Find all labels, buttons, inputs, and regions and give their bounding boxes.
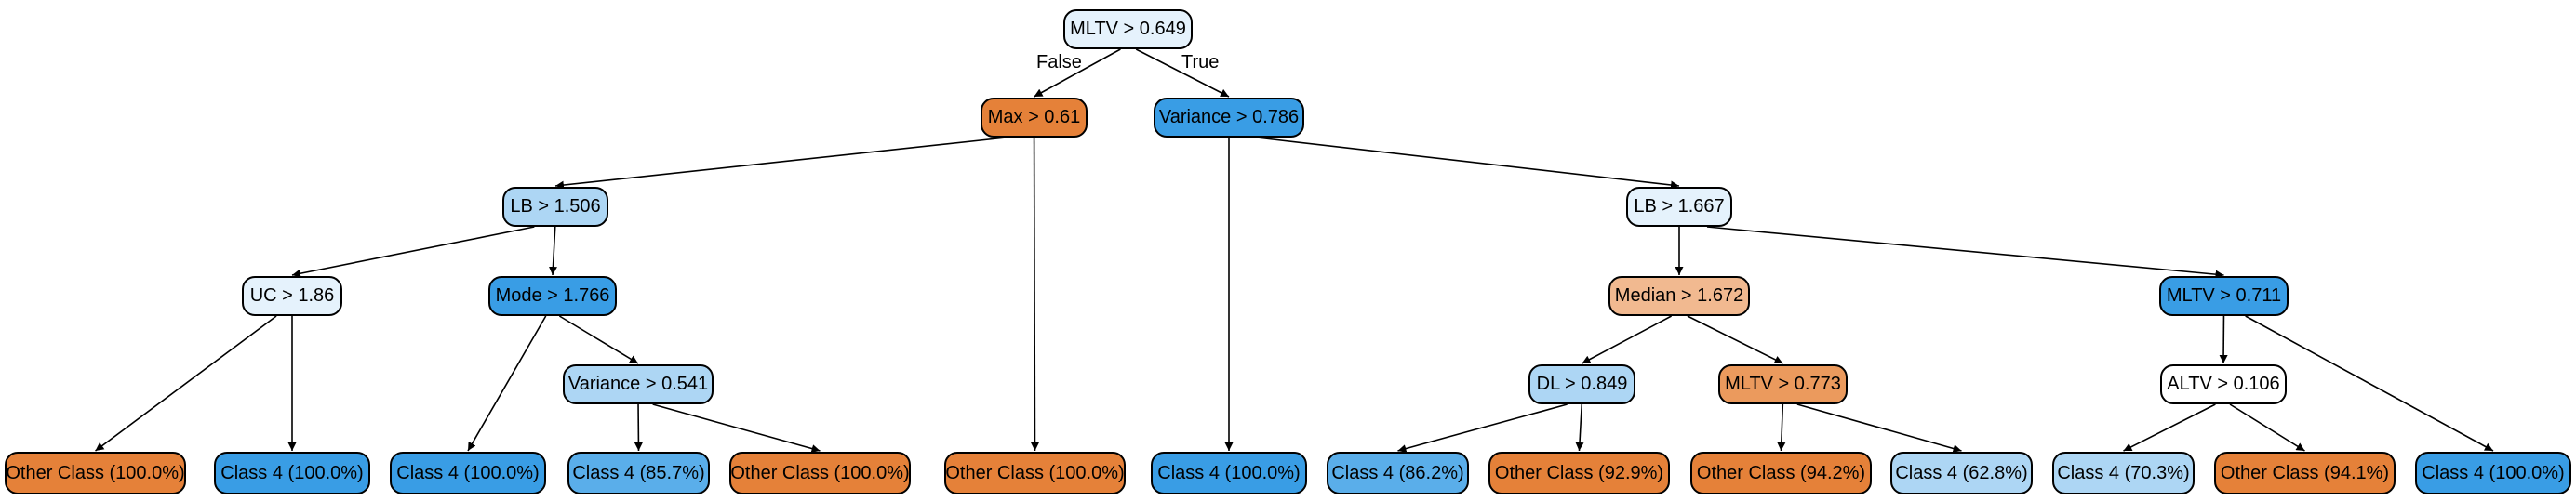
tree-node-max: Max > 0.61 — [981, 98, 1088, 138]
tree-edge-mode-variance2 — [558, 315, 639, 364]
tree-edge-lb1-uc — [291, 226, 535, 278]
tree-edge-root-max — [1034, 48, 1121, 98]
tree-node-root: MLTV > 0.649 — [1063, 9, 1193, 49]
tree-node-dl: DL > 0.849 — [1528, 364, 1635, 404]
tree-node-altv: ALTV > 0.106 — [2160, 364, 2287, 404]
tree-node-median: Median > 1.672 — [1608, 276, 1750, 316]
tree-node-mltv3: MLTV > 0.773 — [1718, 364, 1848, 404]
tree-leaf-5: Other Class (100.0%) — [729, 452, 911, 494]
edge-label-true: True — [1181, 52, 1220, 73]
tree-edge-lb2-mltv2 — [1706, 226, 2224, 279]
tree-edge-mode-leaf3 — [467, 315, 547, 452]
tree-leaf-8: Class 4 (86.2%) — [1327, 452, 1469, 494]
tree-edge-dl-leaf8 — [1397, 403, 1568, 453]
tree-leaf-3: Class 4 (100.0%) — [390, 452, 546, 494]
tree-leaf-14: Class 4 (100.0%) — [2415, 452, 2571, 494]
tree-leaf-11: Class 4 (62.8%) — [1890, 452, 2033, 494]
tree-leaf-1: Other Class (100.0%) — [5, 452, 186, 494]
tree-edge-mltv3-leaf10 — [1777, 403, 1786, 452]
tree-edge-max-leaf6 — [1030, 137, 1039, 452]
tree-edge-variance1-lb2 — [1256, 137, 1680, 190]
tree-edge-median-dl — [1582, 315, 1673, 364]
tree-leaf-10: Other Class (94.2%) — [1690, 452, 1872, 494]
tree-edge-uc-leaf1 — [95, 315, 277, 452]
tree-leaf-6: Other Class (100.0%) — [944, 452, 1126, 494]
tree-edge-max-lb1 — [554, 137, 1007, 190]
tree-leaf-13: Other Class (94.1%) — [2214, 452, 2396, 494]
tree-node-lb2: LB > 1.667 — [1626, 187, 1732, 227]
tree-edge-root-variance1 — [1135, 48, 1230, 98]
tree-edge-dl-leaf9 — [1575, 403, 1584, 452]
tree-node-mode: Mode > 1.766 — [488, 276, 617, 316]
tree-node-lb1: LB > 1.506 — [502, 187, 608, 227]
tree-leaf-9: Other Class (92.9%) — [1488, 452, 1670, 494]
tree-edge-variance2-leaf5 — [652, 403, 821, 453]
tree-node-uc: UC > 1.86 — [242, 276, 342, 316]
tree-edge-lb1-mode — [548, 226, 557, 276]
tree-edge-altv-leaf12 — [2123, 403, 2216, 452]
tree-leaf-2: Class 4 (100.0%) — [214, 452, 370, 494]
tree-edge-altv-leaf13 — [2229, 403, 2305, 452]
tree-edge-median-mltv3 — [1687, 315, 1783, 364]
tree-edge-mltv2-leaf14 — [2245, 315, 2494, 452]
tree-node-variance2: Variance > 0.541 — [563, 364, 714, 404]
tree-edge-mltv3-leaf11 — [1796, 403, 1962, 453]
tree-leaf-4: Class 4 (85.7%) — [567, 452, 710, 494]
tree-node-variance1: Variance > 0.786 — [1154, 98, 1304, 138]
tree-leaf-7: Class 4 (100.0%) — [1151, 452, 1307, 494]
tree-node-mltv2: MLTV > 0.711 — [2159, 276, 2289, 316]
tree-leaf-12: Class 4 (70.3%) — [2052, 452, 2195, 494]
edge-label-false: False — [1036, 52, 1082, 73]
